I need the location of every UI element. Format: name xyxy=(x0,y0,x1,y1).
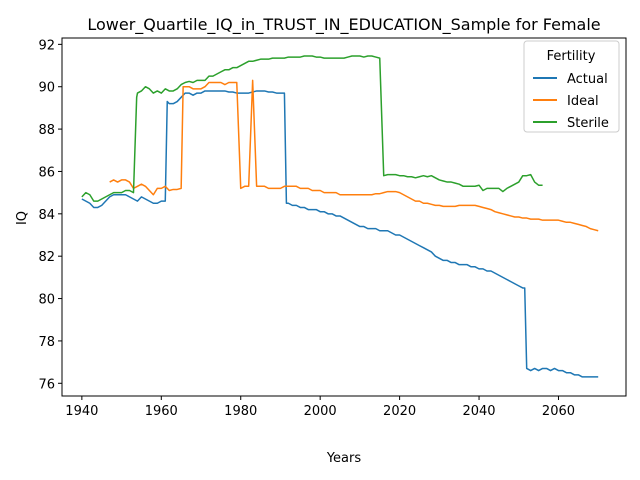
series-line-sterile xyxy=(81,55,543,202)
legend-title: Fertility xyxy=(547,49,596,64)
y-axis-label: IQ xyxy=(15,211,30,225)
y-tick-label: 82 xyxy=(38,250,55,265)
y-tick-label: 80 xyxy=(38,293,55,308)
plot-area: 1940 1960 1980 2000 2020 2040 2060 76 78 80 82 84 86… xyxy=(38,37,627,419)
legend-label-sterile: Sterile xyxy=(567,116,609,131)
x-axis-label: Years xyxy=(326,451,362,466)
y-tick-label: 92 xyxy=(38,38,55,53)
legend-label-ideal: Ideal xyxy=(567,94,599,109)
x-tick-label: 1960 xyxy=(145,404,178,419)
x-tick-label: 2020 xyxy=(383,404,416,419)
legend-box xyxy=(523,40,620,133)
y-tick-label: 84 xyxy=(38,208,55,223)
series-line-actual xyxy=(81,90,599,378)
y-tick-label: 76 xyxy=(38,377,55,392)
x-tick-label: 2000 xyxy=(304,404,337,419)
y-tick-label: 90 xyxy=(38,81,55,96)
plot-frame xyxy=(61,37,627,397)
series-line-ideal xyxy=(109,79,599,232)
legend-items: Actual Ideal Sterile xyxy=(533,72,609,131)
y-tick-label: 86 xyxy=(38,165,55,180)
y-tick-label: 78 xyxy=(38,335,55,350)
legend: Fertility Actual Ideal Sterile xyxy=(523,40,620,133)
chart-title: Lower_Quartile_IQ_in_TRUST_IN_EDUCATION_… xyxy=(87,15,600,35)
x-tick-label: 1940 xyxy=(65,404,98,419)
x-tick-label: 2060 xyxy=(542,404,575,419)
legend-label-actual: Actual xyxy=(567,72,608,87)
y-tick-label: 88 xyxy=(38,123,55,138)
x-tick-label: 1980 xyxy=(224,404,257,419)
x-tick-label: 2040 xyxy=(462,404,495,419)
